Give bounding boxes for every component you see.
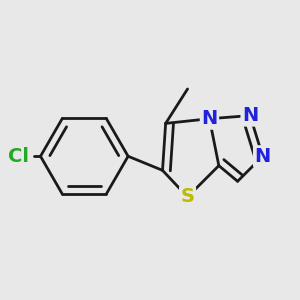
Text: Cl: Cl <box>8 147 29 166</box>
Text: N: N <box>254 147 271 166</box>
Text: N: N <box>242 106 258 125</box>
Text: N: N <box>201 109 218 128</box>
Text: S: S <box>181 188 194 206</box>
